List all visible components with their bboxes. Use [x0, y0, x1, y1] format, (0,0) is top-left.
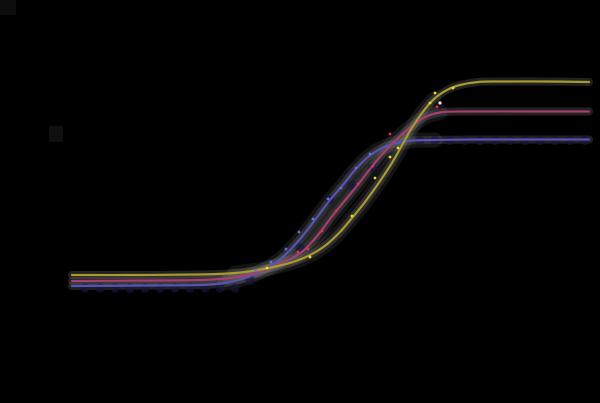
blue-data-dots — [339, 186, 343, 190]
yellow-data-dots — [433, 91, 437, 95]
yellow-data-dots — [350, 214, 354, 218]
blue-data-dots — [311, 217, 315, 221]
dark-marker-dot — [215, 283, 225, 293]
yellow-data-dots — [396, 146, 400, 150]
blue-data-dots — [269, 260, 273, 264]
corner-artifact — [0, 0, 16, 15]
yellow-data-dots — [265, 266, 269, 270]
left-artifact — [49, 126, 63, 142]
blue-data-dots — [368, 152, 372, 156]
yellow-data-dots — [428, 101, 432, 105]
red-data-dots — [320, 229, 324, 233]
yellow-data-dots — [308, 255, 312, 259]
red-data-dots — [388, 132, 392, 136]
yellow-data-dots — [451, 86, 455, 90]
blue-data-dots — [284, 247, 288, 251]
dark-marker-dot — [347, 180, 357, 190]
blue-sigmoid-line — [70, 138, 591, 288]
blue-data-dots — [254, 269, 258, 273]
red-data-dots — [306, 247, 310, 251]
dark-marker-dot — [230, 283, 240, 293]
red-data-dots — [435, 105, 439, 109]
magenta-sigmoid-line — [70, 110, 591, 283]
blue-data-dots — [354, 166, 358, 170]
dark-marker-dot — [80, 283, 90, 293]
red-data-dots — [334, 209, 338, 213]
red-data-dots — [296, 250, 300, 254]
yellow-data-dots — [373, 176, 377, 180]
yellow-data-dots — [388, 155, 392, 159]
red-data-dots — [371, 164, 375, 168]
blue-data-dots — [297, 230, 301, 234]
blue-data-dots — [326, 197, 330, 201]
yellow-sigmoid-line — [70, 80, 591, 277]
white-data-dots — [438, 101, 442, 105]
red-data-dots — [356, 182, 360, 186]
